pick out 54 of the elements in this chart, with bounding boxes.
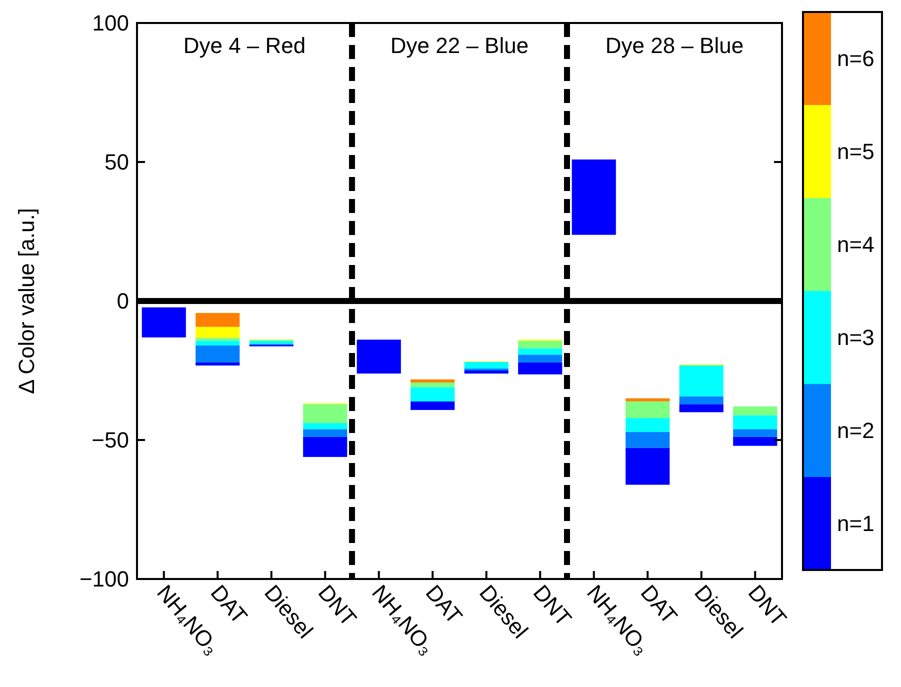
legend-label: n=1 bbox=[837, 511, 874, 536]
bar bbox=[626, 401, 670, 418]
y-tick-label: −50 bbox=[92, 428, 129, 453]
bar bbox=[142, 307, 186, 338]
bar bbox=[518, 340, 562, 349]
bar bbox=[464, 362, 508, 369]
annotation: Dye 22 – Blue bbox=[390, 33, 529, 58]
bar bbox=[196, 345, 240, 362]
bar bbox=[303, 423, 348, 430]
bar bbox=[196, 340, 240, 346]
bar bbox=[196, 326, 240, 338]
bar bbox=[303, 429, 348, 437]
annotation: Dye 28 – Blue bbox=[605, 33, 744, 58]
bar bbox=[679, 396, 724, 404]
bar bbox=[410, 379, 455, 382]
bar bbox=[679, 365, 724, 396]
bar bbox=[303, 404, 348, 424]
annotation: Dye 4 – Red bbox=[183, 33, 306, 58]
bar bbox=[626, 398, 670, 402]
y-tick-label: −100 bbox=[79, 566, 129, 592]
x-tick-label: DAT bbox=[420, 580, 468, 629]
bar bbox=[303, 436, 348, 457]
bar bbox=[196, 338, 240, 341]
legend-label: n=2 bbox=[837, 418, 874, 444]
legend-label: n=6 bbox=[837, 46, 874, 72]
x-tick-label: DAT bbox=[636, 580, 682, 629]
bar bbox=[518, 354, 562, 362]
bar bbox=[572, 160, 616, 235]
bar bbox=[626, 432, 670, 448]
bar bbox=[626, 418, 670, 432]
bar bbox=[249, 340, 294, 344]
bar bbox=[410, 382, 455, 388]
bar bbox=[733, 415, 778, 430]
bar bbox=[518, 362, 562, 374]
legend-label: n=4 bbox=[837, 232, 874, 258]
bar bbox=[626, 448, 670, 485]
bar bbox=[356, 340, 401, 374]
bar bbox=[410, 401, 455, 410]
y-tick-label: 100 bbox=[92, 10, 129, 36]
y-tick-label: 50 bbox=[104, 150, 129, 175]
y-tick-label: 0 bbox=[116, 288, 129, 314]
x-tick-label: DAT bbox=[206, 580, 252, 629]
bar bbox=[733, 429, 778, 437]
bar bbox=[733, 406, 778, 416]
bar bbox=[464, 370, 508, 374]
bar bbox=[196, 362, 240, 366]
bar bbox=[410, 387, 455, 402]
legend-label: n=3 bbox=[837, 325, 874, 350]
bar bbox=[733, 436, 778, 446]
bar bbox=[679, 404, 724, 412]
legend-label: n=5 bbox=[837, 139, 874, 164]
y-axis-title: Δ Color value [a.u.] bbox=[14, 208, 39, 394]
bar bbox=[196, 312, 240, 327]
bar bbox=[518, 348, 562, 355]
